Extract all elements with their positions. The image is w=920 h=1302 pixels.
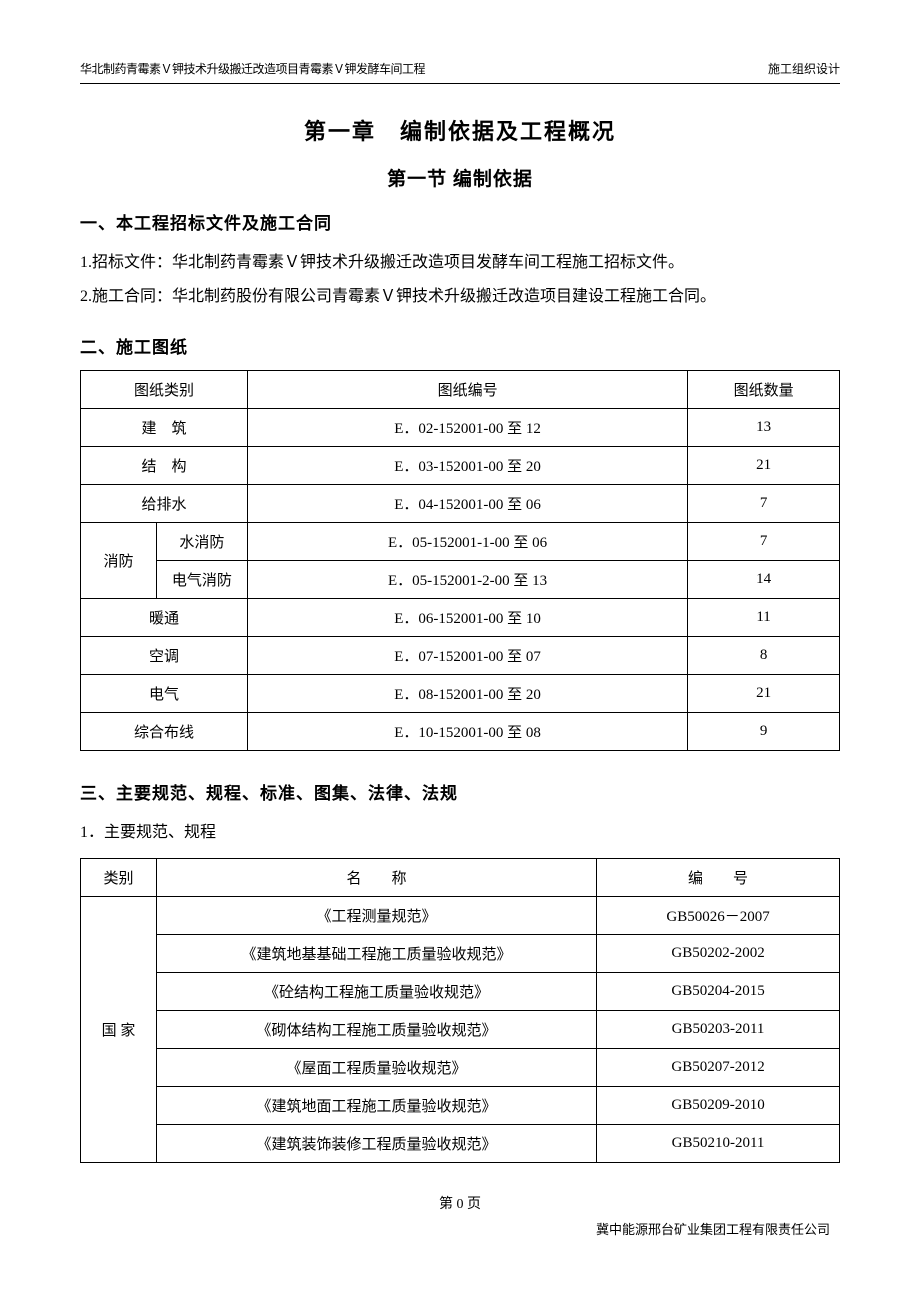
cell-qty: 9 <box>688 713 840 751</box>
cell-name: 《屋面工程质量验收规范》 <box>156 1048 596 1086</box>
table-row: 《屋面工程质量验收规范》 GB50207-2012 <box>81 1048 840 1086</box>
table-header-row: 图纸类别 图纸编号 图纸数量 <box>81 371 840 409</box>
cell-code: GB50202-2002 <box>597 934 840 972</box>
cell-code: GB50209-2010 <box>597 1086 840 1124</box>
cell-name: 《砌体结构工程施工质量验收规范》 <box>156 1010 596 1048</box>
cell-name: 《砼结构工程施工质量验收规范》 <box>156 972 596 1010</box>
header-left: 华北制药青霉素Ｖ钾技术升级搬迁改造项目青霉素Ｖ钾发酵车间工程 <box>80 60 425 77</box>
cell-cat-sub: 水消防 <box>156 523 247 561</box>
cell-qty: 7 <box>688 485 840 523</box>
cell-name: 《工程测量规范》 <box>156 896 596 934</box>
cell-code: GB50026－2007 <box>597 896 840 934</box>
chapter-title: 第一章 编制依据及工程概况 <box>80 114 840 146</box>
cell-cat: 综合布线 <box>81 713 248 751</box>
th-code: 编 号 <box>597 858 840 896</box>
table-header-row: 类别 名 称 编 号 <box>81 858 840 896</box>
table-row: 电气 E．08-152001-00 至 20 21 <box>81 675 840 713</box>
cell-code: E．08-152001-00 至 20 <box>247 675 687 713</box>
cell-name: 《建筑装饰装修工程质量验收规范》 <box>156 1124 596 1162</box>
standards-table: 类别 名 称 编 号 国 家 《工程测量规范》 GB50026－2007 《建筑… <box>80 858 840 1163</box>
subheading-3: 三、主要规范、规程、标准、图集、法律、法规 <box>80 779 840 804</box>
th-qty: 图纸数量 <box>688 371 840 409</box>
subheading-1: 一、本工程招标文件及施工合同 <box>80 209 840 234</box>
cell-code: E．03-152001-00 至 20 <box>247 447 687 485</box>
th-code: 图纸编号 <box>247 371 687 409</box>
section-title: 第一节 编制依据 <box>80 164 840 191</box>
table-row: 国 家 《工程测量规范》 GB50026－2007 <box>81 896 840 934</box>
cell-qty: 11 <box>688 599 840 637</box>
table-row: 建 筑 E．02-152001-00 至 12 13 <box>81 409 840 447</box>
table-row: 给排水 E．04-152001-00 至 06 7 <box>81 485 840 523</box>
table-row: 结 构 E．03-152001-00 至 20 21 <box>81 447 840 485</box>
cell-qty: 21 <box>688 675 840 713</box>
table-row: 《砼结构工程施工质量验收规范》 GB50204-2015 <box>81 972 840 1010</box>
table-row: 空调 E．07-152001-00 至 07 8 <box>81 637 840 675</box>
cell-cat: 建 筑 <box>81 409 248 447</box>
table-row: 综合布线 E．10-152001-00 至 08 9 <box>81 713 840 751</box>
cell-qty: 7 <box>688 523 840 561</box>
cell-code: GB50207-2012 <box>597 1048 840 1086</box>
table-row: 《建筑装饰装修工程质量验收规范》 GB50210-2011 <box>81 1124 840 1162</box>
th-category: 图纸类别 <box>81 371 248 409</box>
header: 华北制药青霉素Ｖ钾技术升级搬迁改造项目青霉素Ｖ钾发酵车间工程 施工组织设计 <box>80 60 840 84</box>
table-row: 《建筑地基基础工程施工质量验收规范》 GB50202-2002 <box>81 934 840 972</box>
drawings-table: 图纸类别 图纸编号 图纸数量 建 筑 E．02-152001-00 至 12 1… <box>80 370 840 751</box>
table-row: 《砌体结构工程施工质量验收规范》 GB50203-2011 <box>81 1010 840 1048</box>
cell-cat-sub: 电气消防 <box>156 561 247 599</box>
cell-cat: 结 构 <box>81 447 248 485</box>
table-row: 暖通 E．06-152001-00 至 10 11 <box>81 599 840 637</box>
table-row: 消防 水消防 E．05-152001-1-00 至 06 7 <box>81 523 840 561</box>
paragraph-2: 2.施工合同：华北制药股份有限公司青霉素Ｖ钾技术升级搬迁改造项目建设工程施工合同… <box>80 280 840 314</box>
cell-category: 国 家 <box>81 896 157 1162</box>
cell-name: 《建筑地基基础工程施工质量验收规范》 <box>156 934 596 972</box>
th-name: 名 称 <box>156 858 596 896</box>
footer-company: 冀中能源邢台矿业集团工程有限责任公司 <box>80 1219 840 1238</box>
cell-cat: 电气 <box>81 675 248 713</box>
header-right: 施工组织设计 <box>768 60 840 77</box>
cell-cat: 暖通 <box>81 599 248 637</box>
subheading-2: 二、施工图纸 <box>80 333 840 358</box>
th-category: 类别 <box>81 858 157 896</box>
cell-code: E．05-152001-2-00 至 13 <box>247 561 687 599</box>
paragraph-1: 1.招标文件：华北制药青霉素Ｖ钾技术升级搬迁改造项目发酵车间工程施工招标文件。 <box>80 246 840 280</box>
cell-code: E．10-152001-00 至 08 <box>247 713 687 751</box>
paragraph-3: 1．主要规范、规程 <box>80 816 840 850</box>
cell-code: GB50210-2011 <box>597 1124 840 1162</box>
cell-name: 《建筑地面工程施工质量验收规范》 <box>156 1086 596 1124</box>
cell-cat: 给排水 <box>81 485 248 523</box>
cell-code: GB50204-2015 <box>597 972 840 1010</box>
cell-code: E．02-152001-00 至 12 <box>247 409 687 447</box>
cell-code: E．05-152001-1-00 至 06 <box>247 523 687 561</box>
table-row: 《建筑地面工程施工质量验收规范》 GB50209-2010 <box>81 1086 840 1124</box>
cell-code: E．04-152001-00 至 06 <box>247 485 687 523</box>
cell-qty: 14 <box>688 561 840 599</box>
cell-cat: 空调 <box>81 637 248 675</box>
cell-qty: 8 <box>688 637 840 675</box>
page-container: 华北制药青霉素Ｖ钾技术升级搬迁改造项目青霉素Ｖ钾发酵车间工程 施工组织设计 第一… <box>0 0 920 1278</box>
cell-cat-main: 消防 <box>81 523 157 599</box>
cell-code: E．07-152001-00 至 07 <box>247 637 687 675</box>
footer-page: 第 0 页 <box>80 1193 840 1213</box>
cell-qty: 13 <box>688 409 840 447</box>
cell-code: E．06-152001-00 至 10 <box>247 599 687 637</box>
cell-qty: 21 <box>688 447 840 485</box>
table-row: 电气消防 E．05-152001-2-00 至 13 14 <box>81 561 840 599</box>
cell-code: GB50203-2011 <box>597 1010 840 1048</box>
